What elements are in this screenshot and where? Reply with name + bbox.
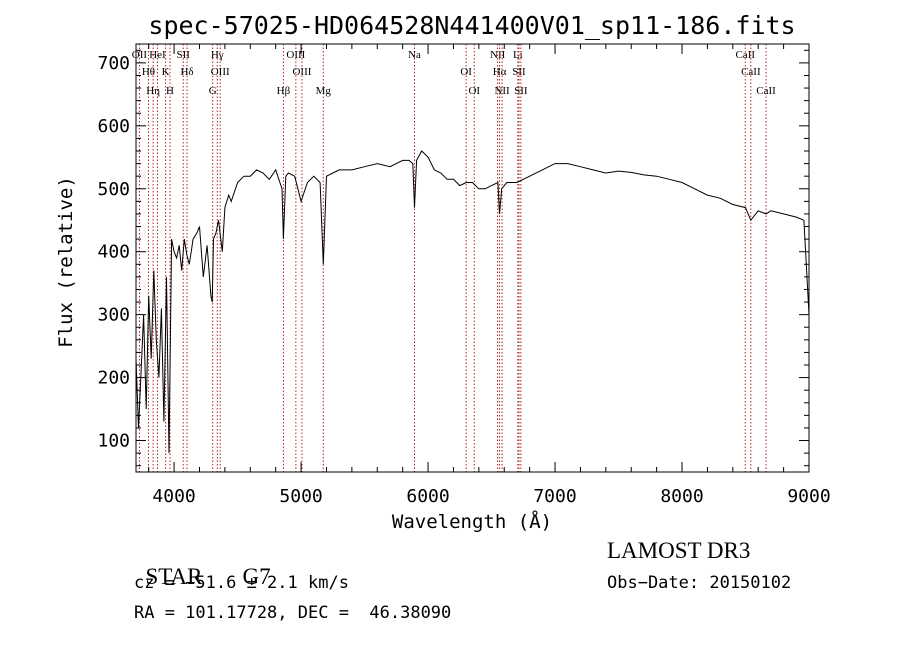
axes: 4000 5000 6000 7000 8000 9000 100 200 300 400 500 6…	[97, 43, 831, 507]
coordinates-label: RA = 101.17728, DEC = 46.38090	[134, 603, 452, 623]
redshift-label: cz = −51.6 ± 2.1 km/s	[134, 573, 349, 593]
line-marker-label: CaII	[735, 49, 755, 61]
x-tick-label: 6000	[406, 486, 449, 507]
y-tick-label: 600	[97, 116, 130, 137]
x-tick-label: 8000	[660, 486, 703, 507]
line-marker-label: K	[162, 66, 170, 78]
x-tick-label: 9000	[787, 486, 830, 507]
line-marker-label: CaII	[741, 66, 761, 78]
line-marker-label: SII	[177, 49, 191, 61]
x-tick-label: 7000	[533, 486, 576, 507]
line-markers: OIIHθHηHeIKHSIIHδGHγOIIIHβOIIIOIIIMgNaOI…	[132, 44, 776, 472]
line-marker-label: CaII	[756, 85, 776, 97]
chart-title: spec-57025-HD064528N441400V01_sp11-186.f…	[148, 11, 795, 40]
line-marker-label: Hδ	[180, 66, 193, 78]
y-tick-label: 200	[97, 368, 130, 389]
y-tick-label: 400	[97, 242, 130, 263]
line-marker-label: Mg	[316, 85, 332, 97]
survey-label: LAMOST DR3	[607, 538, 751, 563]
line-marker-label: OI	[468, 85, 480, 97]
y-tick-label: 100	[97, 431, 130, 452]
star-label: STAR	[145, 564, 203, 589]
x-axis-label: Wavelength (Å)	[392, 510, 552, 533]
line-marker-label: H	[166, 85, 174, 97]
spectrum-line	[135, 150, 810, 454]
line-marker-label: NII	[490, 49, 506, 61]
y-axis-label: Flux (relative)	[55, 176, 77, 348]
line-marker-label: NII	[494, 85, 510, 97]
line-marker-label: Hη	[146, 85, 160, 97]
line-marker-label: SII	[512, 66, 526, 78]
y-tick-label: 500	[97, 179, 130, 200]
line-marker-label: OIII	[211, 66, 230, 78]
x-tick-label: 4000	[152, 486, 195, 507]
plot-frame	[135, 43, 810, 473]
obs-date-label: Obs−Date: 20150102	[607, 573, 792, 593]
line-marker-label: Li	[513, 49, 523, 61]
line-marker-label: Na	[408, 49, 421, 61]
y-tick-label: 300	[97, 305, 130, 326]
line-marker-label: OI	[460, 66, 472, 78]
line-marker-label: Hγ	[211, 49, 224, 61]
line-marker-label: SII	[514, 85, 528, 97]
line-marker-label: OIII	[292, 66, 311, 78]
line-marker-label: Hα	[493, 66, 507, 78]
line-marker-label: HeI	[149, 49, 166, 61]
object-class: STAR G7	[134, 538, 271, 590]
line-marker-label: Hθ	[142, 66, 155, 78]
line-marker-label: G	[209, 85, 217, 97]
subclass-label: G7	[242, 564, 271, 589]
line-marker-label: OII	[132, 49, 148, 61]
y-tick-label: 700	[97, 53, 130, 74]
line-marker-label: Hβ	[277, 85, 291, 97]
x-tick-label: 5000	[279, 486, 322, 507]
line-marker-label: OIII	[286, 49, 305, 61]
